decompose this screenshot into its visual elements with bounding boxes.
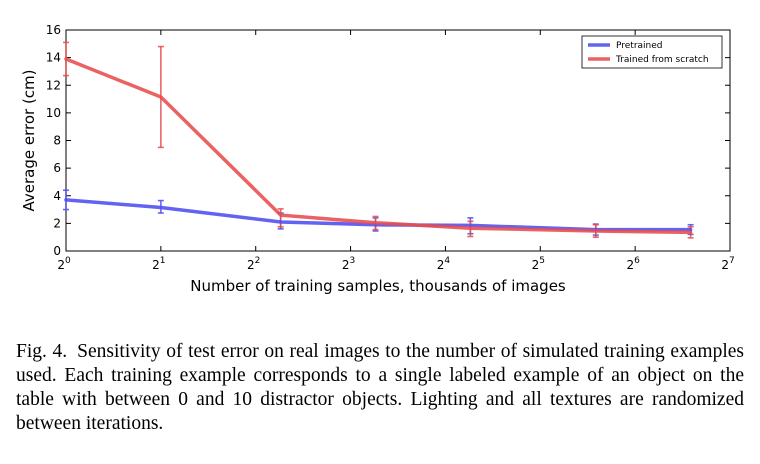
- y-tick-label: 6: [53, 161, 61, 175]
- y-axis-title: Average error (cm): [20, 69, 38, 211]
- y-tick-label: 0: [53, 244, 61, 258]
- figure-label: Fig. 4.: [16, 341, 68, 362]
- legend-box: [581, 35, 723, 69]
- x-tick-label: 24: [437, 256, 451, 272]
- x-tick-label: 23: [342, 256, 355, 272]
- legend-label: Pretrained: [616, 41, 663, 51]
- y-tick-label: 4: [53, 189, 61, 203]
- y-tick-label: 10: [46, 106, 61, 120]
- y-tick-label: 2: [53, 216, 61, 230]
- y-tick-label: 16: [46, 23, 61, 37]
- x-axis-title: Number of training samples, thousands of…: [190, 277, 566, 295]
- x-tick-label: 25: [532, 256, 545, 272]
- caption-text: Sensitivity of test error on real images…: [16, 341, 744, 434]
- x-tick-label: 22: [247, 256, 260, 272]
- x-tick-label: 26: [626, 256, 640, 272]
- x-tick-label: 21: [152, 256, 165, 272]
- y-tick-label: 12: [46, 78, 61, 92]
- y-tick-label: 8: [53, 134, 61, 148]
- figure-caption: Fig. 4. Sensitivity of test error on real…: [16, 340, 744, 436]
- x-tick-label: 27: [721, 256, 734, 272]
- series-line-1: [64, 57, 693, 235]
- legend: Pretrained Trained from scratch: [581, 35, 723, 69]
- x-tick-label: 20: [57, 256, 71, 272]
- y-tick-label: 14: [46, 51, 61, 65]
- legend-label: Trained from scratch: [615, 55, 709, 65]
